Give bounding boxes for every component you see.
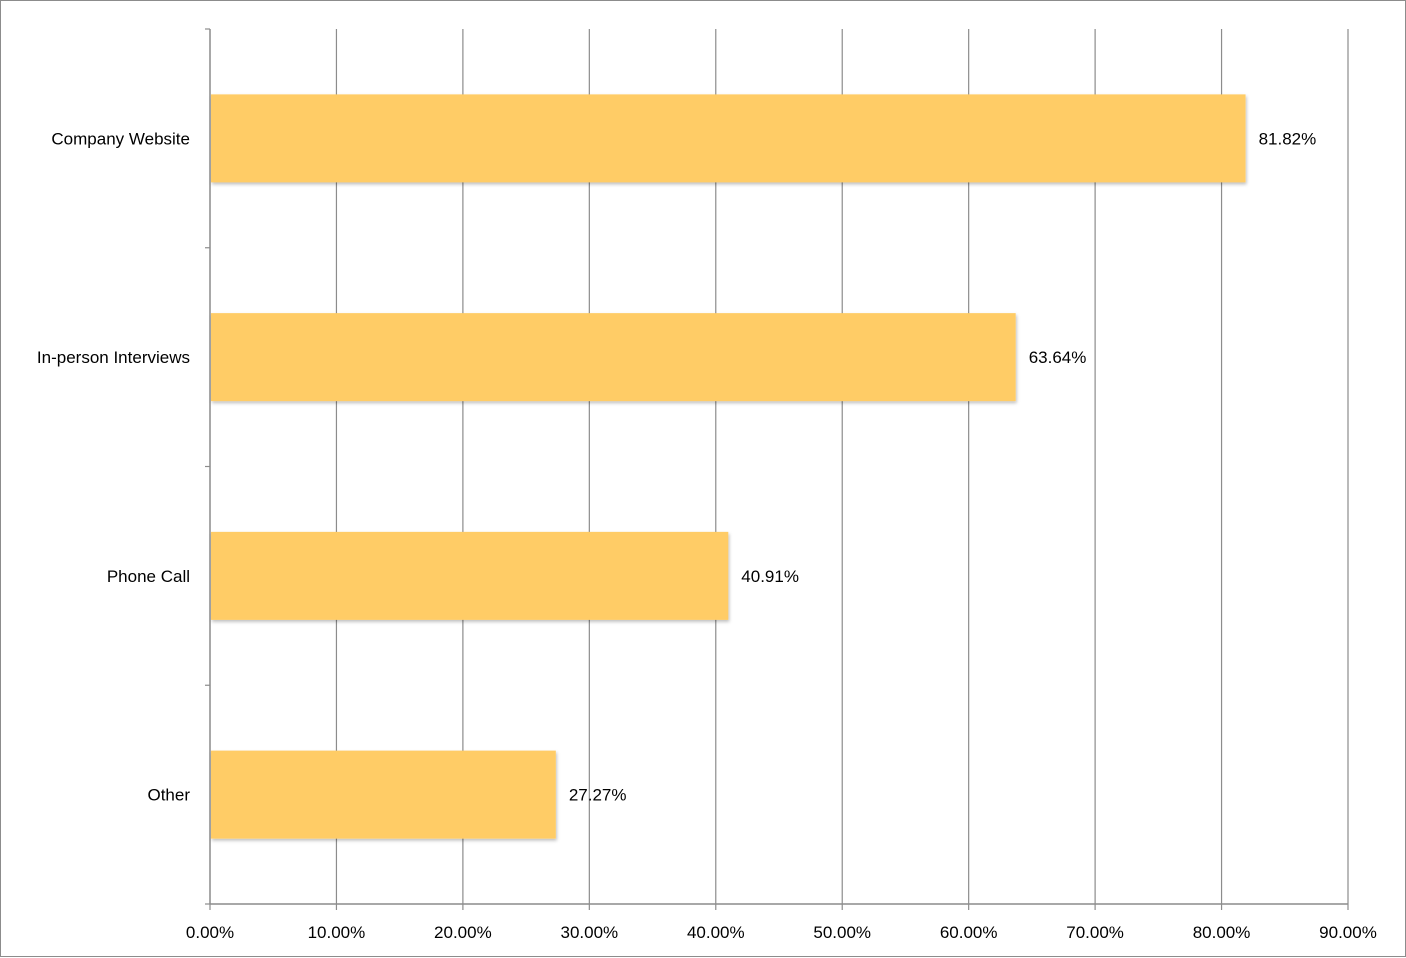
x-tick-label: 40.00% <box>687 923 745 942</box>
data-label: 40.91% <box>741 567 799 586</box>
category-label: In-person Interviews <box>37 348 190 367</box>
bar <box>211 750 556 839</box>
bar <box>211 313 1016 402</box>
x-tick-label: 80.00% <box>1193 923 1251 942</box>
category-label: Phone Call <box>107 567 190 586</box>
x-tick-label: 60.00% <box>940 923 998 942</box>
x-tick-label: 70.00% <box>1066 923 1124 942</box>
data-label: 81.82% <box>1259 129 1317 148</box>
category-label: Other <box>147 786 190 805</box>
bar <box>211 94 1246 183</box>
data-label: 27.27% <box>569 786 627 805</box>
bar <box>211 531 729 620</box>
bars <box>211 94 1246 839</box>
axes <box>205 28 1349 910</box>
x-tick-label: 10.00% <box>308 923 366 942</box>
x-tick-label: 50.00% <box>813 923 871 942</box>
data-label: 63.64% <box>1029 348 1087 367</box>
category-label: Company Website <box>51 129 190 148</box>
x-tick-label: 0.00% <box>186 923 234 942</box>
labels: 0.00% 10.00% 20.00% 30.00% 40.00% 50.00% 60.00… <box>37 129 1377 942</box>
x-tick-label: 30.00% <box>560 923 618 942</box>
x-tick-label: 20.00% <box>434 923 492 942</box>
x-tick-label: 90.00% <box>1319 923 1377 942</box>
